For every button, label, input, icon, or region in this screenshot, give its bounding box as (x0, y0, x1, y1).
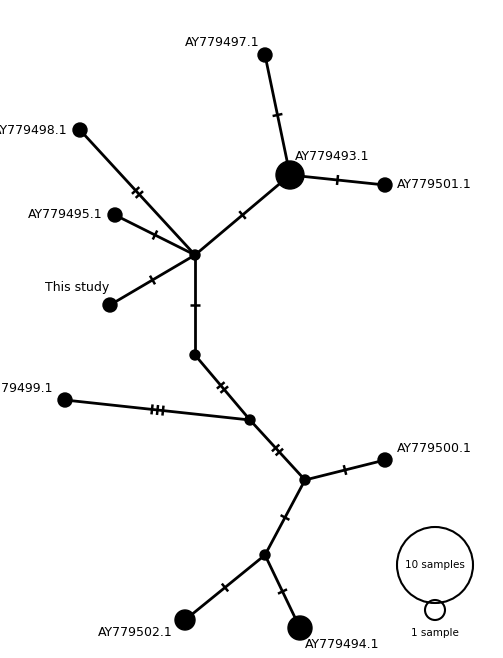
Circle shape (258, 48, 272, 62)
Circle shape (300, 475, 310, 485)
Circle shape (378, 453, 392, 467)
Text: AY779495.1: AY779495.1 (28, 209, 103, 222)
Text: AY779499.1: AY779499.1 (0, 382, 53, 395)
Circle shape (260, 550, 270, 560)
Circle shape (103, 298, 117, 312)
Text: This study: This study (45, 280, 109, 293)
Text: AY779497.1: AY779497.1 (186, 36, 260, 49)
Text: 1 sample: 1 sample (411, 628, 459, 638)
Circle shape (108, 208, 122, 222)
Text: 10 samples: 10 samples (405, 560, 465, 570)
Circle shape (288, 616, 312, 640)
Circle shape (73, 123, 87, 137)
Circle shape (245, 415, 255, 425)
Circle shape (58, 393, 72, 407)
Circle shape (175, 610, 195, 630)
Circle shape (276, 161, 304, 189)
Circle shape (190, 250, 200, 260)
Text: AY779498.1: AY779498.1 (0, 124, 68, 136)
Circle shape (378, 178, 392, 192)
Text: AY779501.1: AY779501.1 (397, 178, 472, 191)
Circle shape (190, 350, 200, 360)
Text: AY779493.1: AY779493.1 (295, 151, 370, 163)
Text: AY779494.1: AY779494.1 (305, 638, 379, 651)
Text: AY779502.1: AY779502.1 (98, 626, 173, 638)
Text: AY779500.1: AY779500.1 (397, 442, 472, 455)
